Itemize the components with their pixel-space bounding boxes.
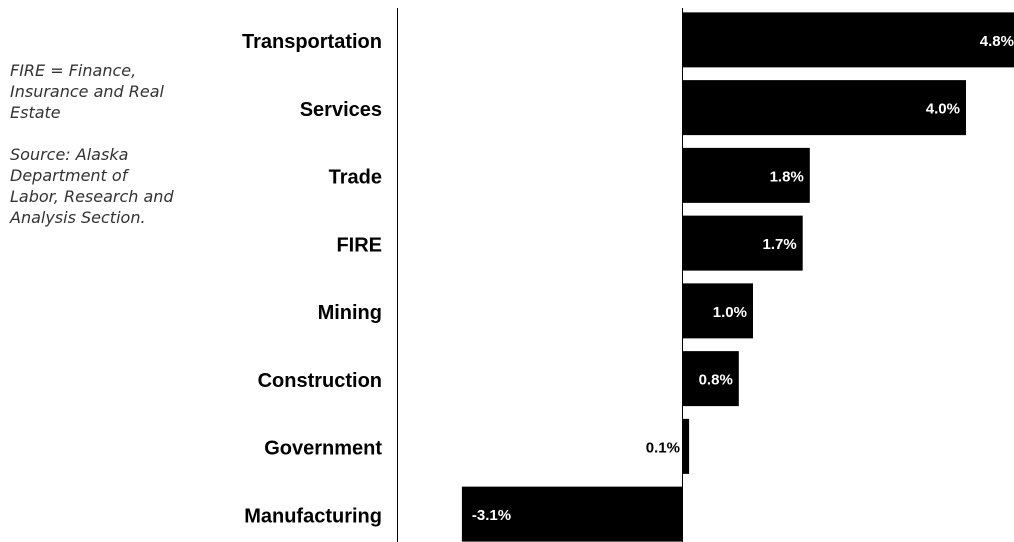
category-label: FIRE <box>336 234 382 256</box>
category-label: Government <box>264 438 382 460</box>
value-label: 4.0% <box>926 101 960 118</box>
value-label: 1.0% <box>713 304 747 321</box>
category-label: Construction <box>258 370 382 392</box>
value-label: 4.8% <box>980 33 1014 50</box>
value-label: 0.1% <box>646 439 680 456</box>
bar <box>461 486 682 542</box>
category-label: Services <box>300 99 382 121</box>
category-label: Manufacturing <box>244 505 382 527</box>
value-label: 0.8% <box>699 372 733 389</box>
bar <box>682 215 803 271</box>
notes: FIRE = Finance, Insurance and Real Estat… <box>10 60 175 249</box>
note: Source: Alaska Department of Labor, Rese… <box>10 145 174 227</box>
bar <box>682 283 753 339</box>
bar <box>682 351 739 407</box>
bar <box>682 80 966 136</box>
category-label: Transportation <box>242 31 382 53</box>
category-label: Mining <box>318 302 382 324</box>
bar <box>682 418 690 474</box>
value-label: 1.8% <box>770 168 804 185</box>
bar <box>682 12 1014 68</box>
note: FIRE = Finance, Insurance and Real Estat… <box>10 61 164 122</box>
value-label: 1.7% <box>762 236 796 253</box>
bar <box>682 147 810 203</box>
value-label: -3.1% <box>472 507 511 524</box>
category-label: Trade <box>329 167 382 189</box>
